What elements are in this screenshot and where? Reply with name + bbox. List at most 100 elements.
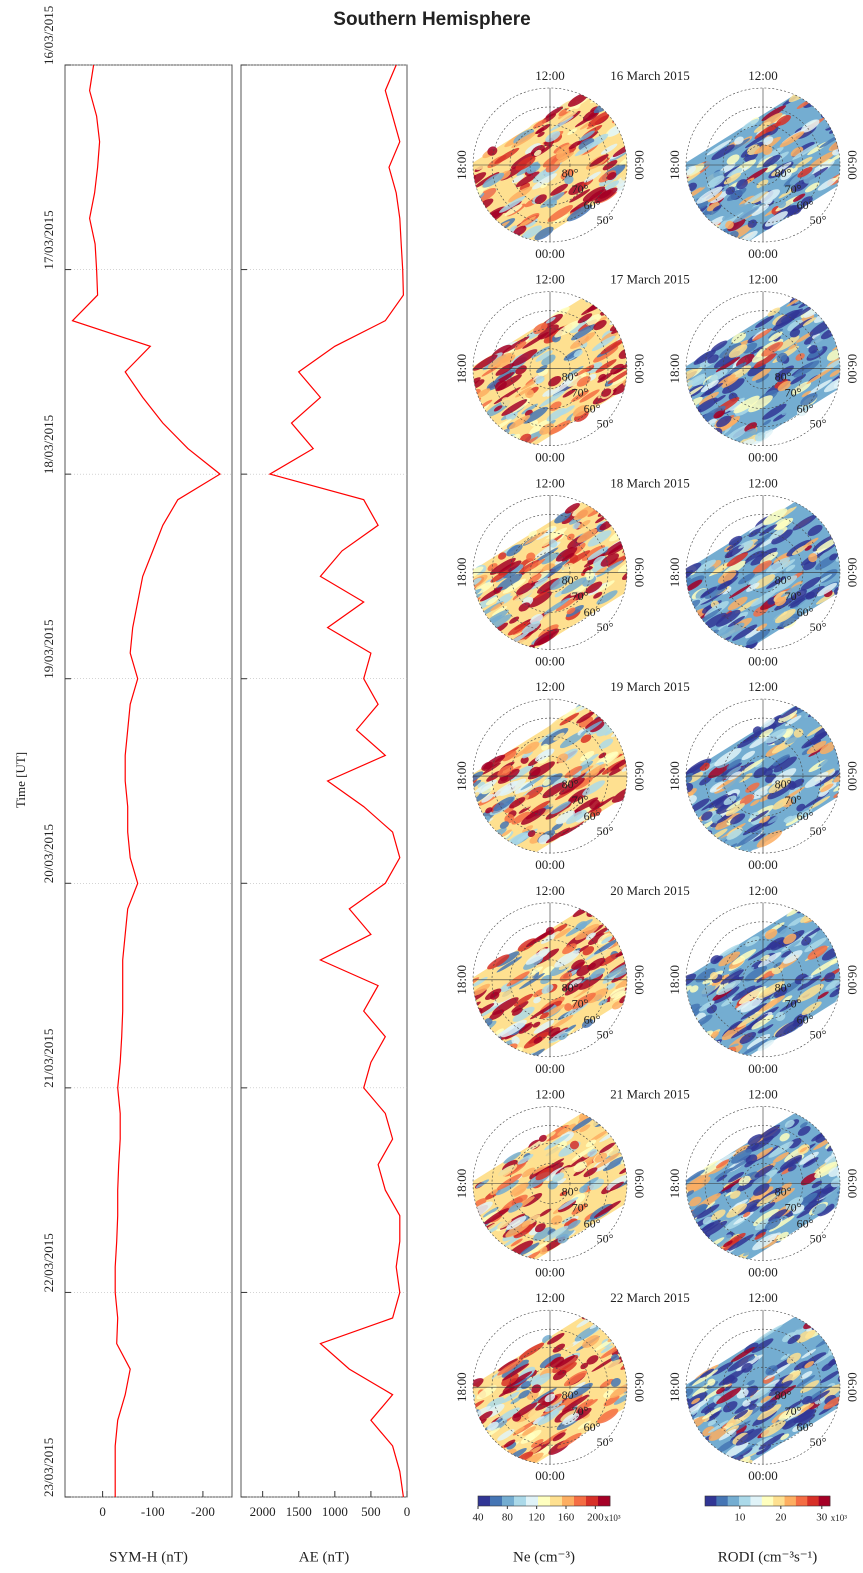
map-pixel	[458, 235, 468, 245]
map-pixel	[473, 451, 502, 471]
map-pixel	[691, 1235, 705, 1247]
colorbar-tick-label: 120	[528, 1512, 545, 1524]
map-pixel	[688, 256, 699, 266]
map-pixel	[665, 1214, 687, 1230]
map-pixel	[715, 247, 735, 262]
map-pixel	[470, 1215, 481, 1226]
map-pixel	[453, 1439, 483, 1462]
map-pixel	[663, 1247, 683, 1262]
map-pixel	[640, 602, 658, 617]
map-pixel	[839, 322, 856, 336]
map-pixel	[653, 1347, 682, 1367]
map-pixel	[451, 225, 468, 240]
map-pixel	[467, 459, 493, 479]
map-pixel	[484, 1248, 493, 1256]
map-pixel	[459, 1430, 484, 1448]
map-pixel	[661, 1036, 685, 1054]
map-pixel	[677, 630, 687, 638]
map-pixel	[667, 1231, 681, 1243]
map-pixel	[705, 1470, 720, 1482]
map-pixel	[476, 1225, 489, 1235]
map-pixel	[489, 445, 508, 460]
map-pixel	[617, 1099, 644, 1118]
map-pixel	[469, 210, 488, 225]
map-pixel	[648, 391, 671, 409]
map-pixel	[496, 1062, 510, 1074]
map-pixel	[476, 261, 487, 270]
map-pixel	[673, 1021, 683, 1029]
map-pixel	[452, 1236, 478, 1255]
map-pixel	[440, 1411, 454, 1423]
map-pixel	[462, 596, 481, 610]
lat-label: 60°	[584, 1216, 601, 1230]
map-pixel	[634, 1122, 650, 1136]
map-pixel	[683, 1239, 695, 1249]
map-pixel	[446, 213, 465, 230]
map-pixel	[682, 234, 703, 249]
map-pixel	[491, 1049, 508, 1064]
hour-label: 06:00	[845, 965, 860, 995]
map-pixel	[482, 665, 502, 680]
map-pixel	[669, 1002, 682, 1013]
map-pixel	[502, 1056, 530, 1077]
map-pixel	[649, 1435, 669, 1452]
map-pixel	[691, 627, 721, 650]
map-date: 21 March 2015	[610, 1086, 689, 1101]
map-pixel	[671, 1032, 691, 1047]
map-pixel	[661, 636, 679, 651]
map-pixel	[580, 1302, 605, 1322]
map-pixel	[687, 863, 699, 874]
lat-label: 50°	[810, 1231, 827, 1245]
map-pixel	[629, 495, 660, 518]
map-pixel	[816, 675, 841, 695]
map-pixel	[472, 875, 486, 886]
map-pixel	[444, 624, 466, 642]
map-pixel	[485, 430, 504, 443]
map-pixel	[647, 318, 669, 336]
map-pixel	[819, 1318, 845, 1338]
map-pixel	[691, 221, 702, 231]
map-pixel	[853, 511, 863, 524]
map-pixel	[512, 1464, 524, 1475]
map-pixel	[845, 524, 859, 538]
map-pixel	[847, 542, 863, 556]
map-pixel	[690, 430, 707, 445]
map-pixel	[664, 1238, 691, 1257]
map-pixel	[702, 1459, 712, 1469]
map-pixel	[661, 1016, 688, 1035]
map-pixel	[474, 628, 494, 644]
hour-label: 12:00	[748, 883, 778, 898]
map-pixel	[501, 1066, 515, 1079]
map-pixel	[850, 920, 863, 937]
map-pixel	[664, 1036, 683, 1050]
map-pixel	[834, 711, 856, 727]
map-pixel	[688, 1079, 708, 1093]
map-pixel	[843, 330, 855, 342]
map-pixel	[831, 332, 860, 352]
map-pixel	[455, 630, 482, 649]
map-pixel	[488, 858, 498, 867]
map-pixel	[664, 747, 685, 763]
map-pixel	[682, 1472, 701, 1488]
map-pixel	[666, 953, 678, 965]
map-pixel	[648, 403, 673, 423]
colorbar-cell	[598, 1496, 610, 1506]
map-pixel	[456, 444, 468, 456]
map-pixel	[495, 855, 511, 867]
map-pixel	[459, 431, 475, 446]
map-pixel	[451, 830, 478, 851]
map-pixel	[643, 317, 654, 327]
map-pixel	[478, 847, 496, 860]
map-pixel	[651, 355, 667, 368]
map-pixel	[710, 851, 737, 870]
map-pixel	[840, 1304, 862, 1321]
time-tick-label: 16/03/2015	[41, 6, 56, 65]
map-pixel	[803, 1298, 828, 1316]
map-pixel	[689, 1039, 705, 1050]
map-pixel	[463, 661, 493, 684]
map-pixel	[644, 112, 661, 125]
hour-label: 18:00	[454, 965, 469, 995]
map-pixel	[673, 651, 701, 672]
map-pixel	[629, 717, 649, 732]
map-pixel	[835, 63, 853, 79]
